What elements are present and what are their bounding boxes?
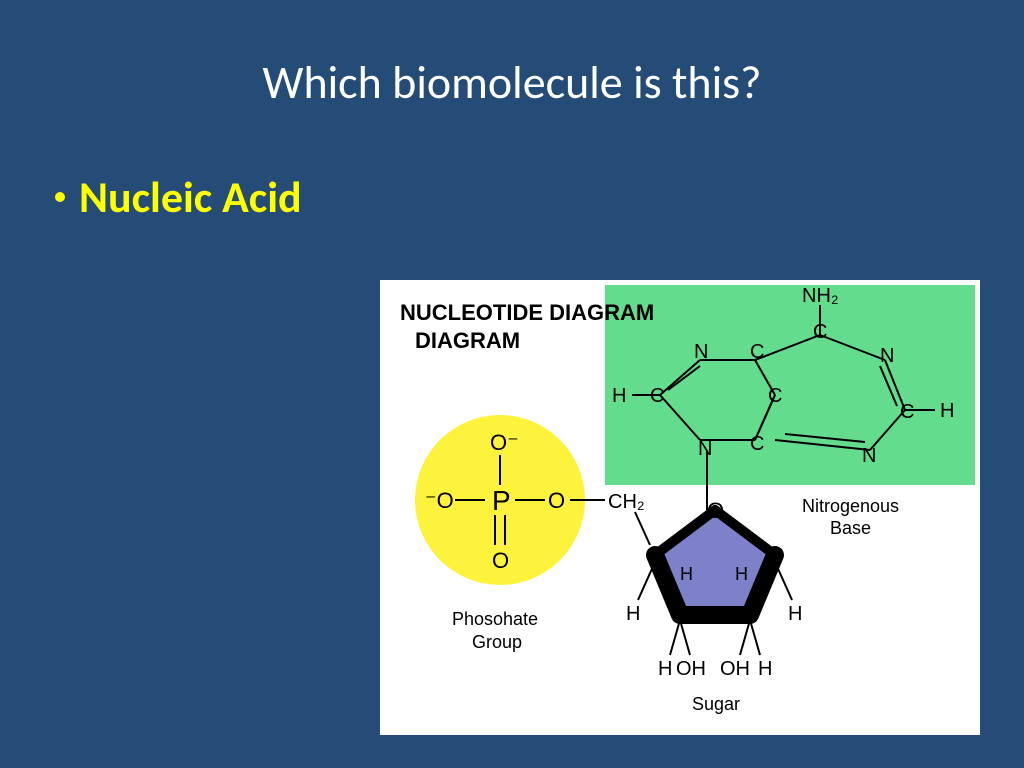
diagram-title-line2: DIAGRAM xyxy=(415,328,520,353)
base-C-5: C xyxy=(750,433,764,455)
nucleotide-diagram: NUCLEOTIDE DIAGRAM DIAGRAM P O⁻ ⁻O O O P… xyxy=(380,280,980,735)
sugar-H-left: H xyxy=(626,603,640,625)
base-C-4: C xyxy=(650,385,664,407)
phosphate-O-top: O⁻ xyxy=(490,430,519,455)
base-N-4: N xyxy=(862,445,876,467)
diagram-title: NUCLEOTIDE DIAGRAM xyxy=(400,300,654,325)
bullet-item: Nucleic Acid xyxy=(55,170,302,224)
bullet-text: Nucleic Acid xyxy=(79,170,302,224)
sugar-H-br: H xyxy=(758,658,772,680)
phosphate-label-2: Group xyxy=(472,632,522,652)
sugar-OH-left: OH xyxy=(676,658,706,680)
phosphate-P: P xyxy=(492,485,511,516)
base-NH2: NH₂ xyxy=(802,285,839,307)
slide-title: Which biomolecule is this? xyxy=(0,0,1024,111)
base-H-right: H xyxy=(940,400,954,422)
phosphate-O-left: ⁻O xyxy=(425,488,454,513)
base-C-1: C xyxy=(750,341,764,363)
phosphate-label-1: Phosohate xyxy=(452,609,538,629)
base-N-3: N xyxy=(698,438,712,460)
phosphate-O-bottom: O xyxy=(492,548,509,573)
bullet-list: Nucleic Acid xyxy=(55,170,302,224)
sugar-OH-right: OH xyxy=(720,658,750,680)
base-C-6: C xyxy=(900,401,914,423)
sugar-ch2-bond xyxy=(635,512,650,545)
sugar-H-in1: H xyxy=(680,564,693,584)
base-label-1: Nitrogenous xyxy=(802,496,899,516)
base-N-1: N xyxy=(694,341,708,363)
phosphate-O-right: O xyxy=(548,488,565,513)
sugar-CH2: CH₂ xyxy=(608,491,645,513)
sugar-H-in2: H xyxy=(735,564,748,584)
sugar-O: O xyxy=(707,498,724,523)
base-N-2: N xyxy=(880,345,894,367)
sugar-label: Sugar xyxy=(692,694,740,714)
base-H-left: H xyxy=(612,385,626,407)
base-C-2: C xyxy=(813,321,827,343)
base-C-3: C xyxy=(768,385,782,407)
sugar-H-bl: H xyxy=(658,658,672,680)
diagram-svg: NUCLEOTIDE DIAGRAM DIAGRAM P O⁻ ⁻O O O P… xyxy=(380,280,980,735)
base-label-2: Base xyxy=(830,518,871,538)
sugar-H-right: H xyxy=(788,603,802,625)
bullet-dot-icon xyxy=(55,192,65,202)
